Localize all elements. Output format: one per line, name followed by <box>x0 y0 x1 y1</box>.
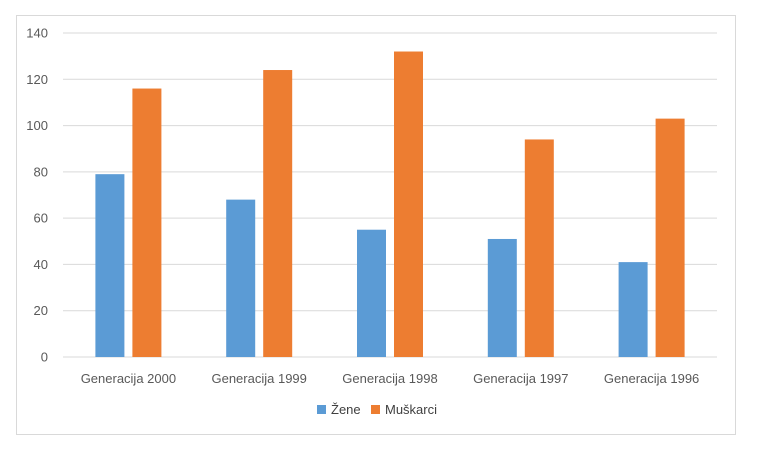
bar-zene <box>95 174 125 357</box>
legend-label: Žene <box>331 402 361 417</box>
y-tick-label: 100 <box>26 118 48 133</box>
legend-swatch <box>371 405 380 414</box>
gridlines <box>63 32 717 358</box>
y-tick-label: 0 <box>41 350 48 365</box>
y-tick-label: 80 <box>34 164 48 179</box>
bar-muskarci <box>655 118 685 357</box>
x-tick-label: Generacija 1998 <box>342 371 437 386</box>
y-tick-label: 40 <box>34 257 48 272</box>
x-tick-label: Generacija 1996 <box>604 371 699 386</box>
bar-muskarci <box>394 51 423 358</box>
x-tick-label: Generacija 1997 <box>473 371 568 386</box>
legend-swatch <box>317 405 326 414</box>
y-tick-label: 20 <box>34 303 48 318</box>
y-axis-tick-labels: 0 20 40 60 80 100 120 140 <box>26 26 48 365</box>
x-axis-tick-labels: Generacija 2000 Generacija 1999 Generacija… <box>81 371 700 386</box>
legend: Žene Muškarci <box>317 402 437 417</box>
bar-zene <box>357 229 386 357</box>
y-tick-label: 140 <box>26 26 48 41</box>
legend-label: Muškarci <box>385 402 437 417</box>
bar-zene <box>487 238 517 357</box>
bar-zene <box>226 199 256 357</box>
y-tick-label: 120 <box>26 72 48 87</box>
bar-muskarci <box>263 70 293 358</box>
y-tick-label: 60 <box>34 211 48 226</box>
x-tick-label: Generacija 1999 <box>211 371 306 386</box>
bar-zene <box>618 262 648 357</box>
x-tick-label: Generacija 2000 <box>81 371 176 386</box>
bar-muskarci <box>524 139 554 357</box>
bars <box>95 51 685 358</box>
bar-muskarci <box>132 88 162 358</box>
